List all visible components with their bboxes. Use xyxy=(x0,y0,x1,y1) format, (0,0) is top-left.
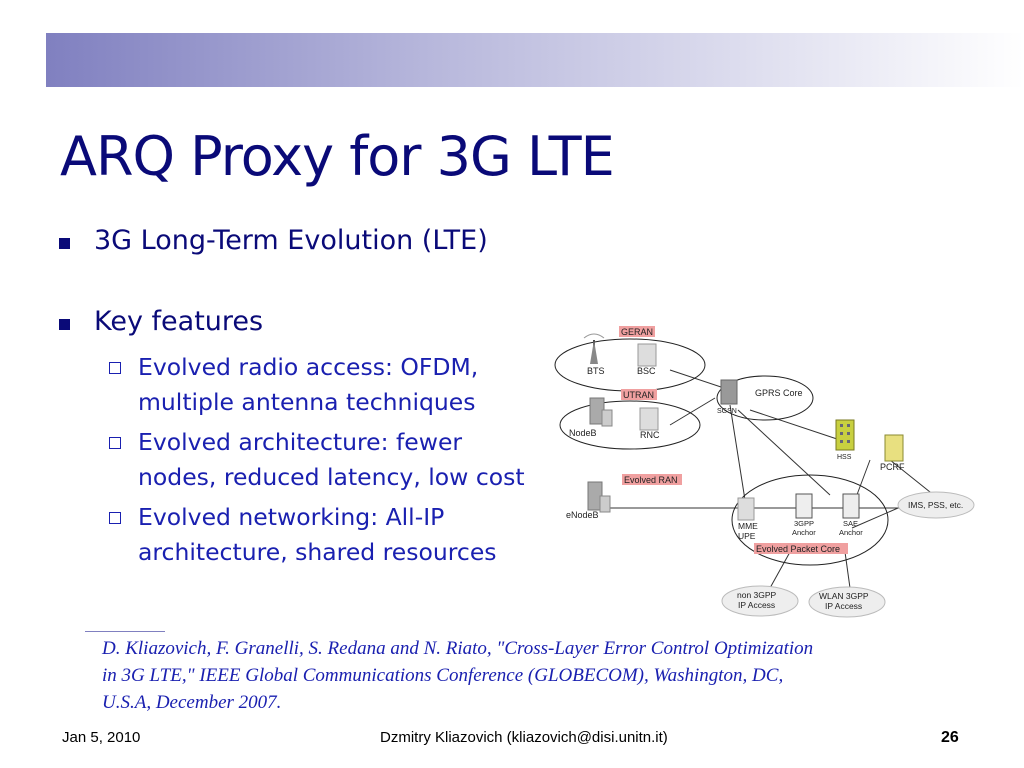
geran-ellipse xyxy=(554,338,706,392)
bsc-server-icon xyxy=(637,343,657,367)
reference-line: D. Kliazovich, F. Granelli, S. Redana an… xyxy=(102,638,814,659)
evolved-ran-label-bg xyxy=(622,474,682,485)
wlan-label: WLAN 3GPP xyxy=(819,591,869,601)
sae-anchor-label: Anchor xyxy=(839,528,863,537)
rnc-label: RNC xyxy=(640,430,660,440)
footer-date: Jan 5, 2010 xyxy=(62,729,141,746)
header-band xyxy=(46,33,1024,87)
sub-bullet-line: architecture, shared resources xyxy=(138,538,497,566)
ims-label: IMS, PSS, etc. xyxy=(908,500,963,510)
hss-label: HSS xyxy=(837,454,852,461)
evolved-packet-core-label-bg xyxy=(754,543,848,554)
nodeb-antenna-icon xyxy=(589,397,613,427)
bts-antenna-icon xyxy=(583,333,605,364)
sgsn-server-icon xyxy=(720,379,738,405)
slide-title: ARQ Proxy for 3G LTE xyxy=(60,125,615,188)
utran-label: UTRAN xyxy=(623,390,654,400)
checkbox-bullet-icon xyxy=(109,362,121,374)
sae-label: SAE xyxy=(843,519,858,528)
sub-bullet-networking: Evolved networking: All-IP architecture,… xyxy=(109,500,497,570)
bullet-text: Key features xyxy=(94,306,264,337)
reference-citation: D. Kliazovich, F. Granelli, S. Redana an… xyxy=(102,635,982,716)
checkbox-bullet-icon xyxy=(109,437,121,449)
utran-ellipse xyxy=(559,400,701,450)
sub-bullet-architecture: Evolved architecture: fewer nodes, reduc… xyxy=(109,425,525,495)
bsc-label: BSC xyxy=(637,366,656,376)
sub-bullet-line: nodes, reduced latency, low cost xyxy=(138,463,525,491)
geran-label-bg xyxy=(619,326,655,337)
sub-bullet-line: Evolved architecture: fewer xyxy=(138,428,463,456)
reference-line: in 3G LTE," IEEE Global Communications C… xyxy=(102,665,784,686)
checkbox-bullet-icon xyxy=(109,512,121,524)
upe-label: UPE xyxy=(738,531,756,541)
diagram-links xyxy=(610,369,941,589)
enodeb-antenna-icon xyxy=(587,481,611,513)
hss-building-icon xyxy=(835,419,855,451)
lte-network-diagram: GERAN UTRAN Evolved RAN Evolved Packet C… xyxy=(554,326,975,618)
gprs-core-ellipse xyxy=(716,375,814,421)
non-3gpp-access-label: IP Access xyxy=(738,600,775,610)
sae-anchor-server-icon xyxy=(842,493,860,519)
bullet-square-icon xyxy=(59,238,70,249)
bullet-lte: 3G Long-Term Evolution (LTE) xyxy=(59,225,488,256)
evolved-packet-core-label: Evolved Packet Core xyxy=(756,544,840,554)
reference-divider xyxy=(85,631,165,632)
wlan-cloud-icon xyxy=(808,586,886,618)
evolved-packet-core-ellipse xyxy=(731,474,889,566)
sub-bullet-line: multiple antenna techniques xyxy=(138,388,476,416)
nodeb-label: NodeB xyxy=(569,428,597,438)
reference-line: U.S.A, December 2007. xyxy=(102,692,282,713)
non-3gpp-label: non 3GPP xyxy=(737,590,777,600)
mme-upe-server-icon xyxy=(737,497,755,521)
mme-label: MME xyxy=(738,521,758,531)
page-number: 26 xyxy=(941,729,959,746)
bullet-square-icon xyxy=(59,319,70,330)
sub-bullet-line: Evolved networking: All-IP xyxy=(138,503,445,531)
3gpp-anchor-server-icon xyxy=(795,493,813,519)
footer-author: Dzmitry Kliazovich (kliazovich@disi.unit… xyxy=(380,729,668,746)
ims-cloud-icon xyxy=(897,491,975,519)
3gpp-label: 3GPP xyxy=(794,519,814,528)
3gpp-anchor-label: Anchor xyxy=(792,528,816,537)
rnc-server-icon xyxy=(639,407,659,431)
enodeb-label: eNodeB xyxy=(566,510,599,520)
pcrf-label: PCRF xyxy=(880,462,905,472)
sgsn-label: SGSN xyxy=(717,408,737,415)
non-3gpp-cloud-icon xyxy=(721,585,799,617)
bullet-text: 3G Long-Term Evolution (LTE) xyxy=(94,225,488,256)
evolved-ran-label: Evolved RAN xyxy=(624,475,678,485)
sub-bullet-radio-access: Evolved radio access: OFDM, multiple ant… xyxy=(109,350,479,420)
gprs-core-label: GPRS Core xyxy=(755,388,803,398)
sub-bullet-line: Evolved radio access: OFDM, xyxy=(138,353,479,381)
pcrf-server-icon xyxy=(884,434,904,462)
wlan-access-label: IP Access xyxy=(825,601,862,611)
geran-label: GERAN xyxy=(621,327,653,337)
bts-label: BTS xyxy=(587,366,605,376)
bullet-key-features: Key features xyxy=(59,306,264,337)
utran-label-bg xyxy=(621,389,657,400)
